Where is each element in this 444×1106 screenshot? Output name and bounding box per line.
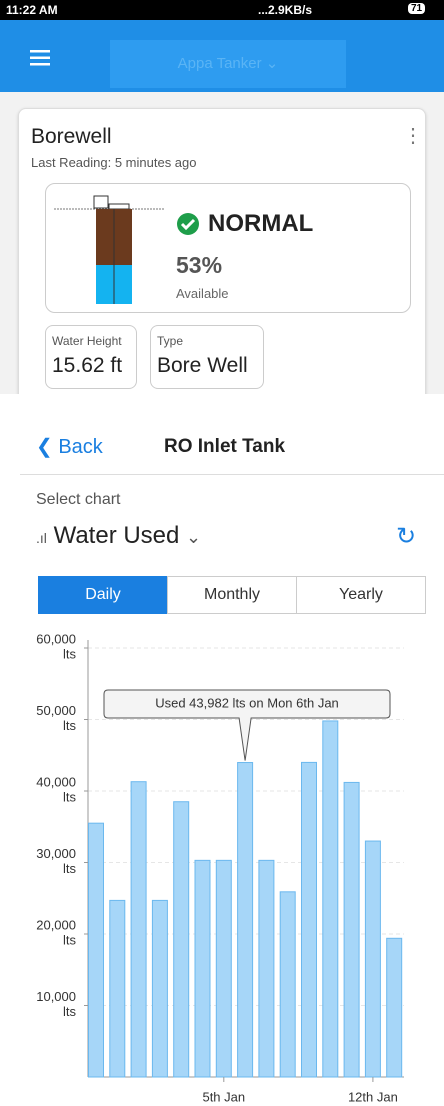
stat-value: 15.62 ft [52, 354, 122, 378]
y-unit: lts [63, 861, 77, 876]
chart-selector[interactable]: .ıl Water Used ⌄ [36, 522, 201, 550]
bar [152, 900, 167, 1077]
status-bar: 11:22 AM ...2.9KB/s 71 [0, 0, 444, 20]
bar [323, 721, 338, 1077]
status-panel: NORMAL 53% Available [45, 183, 411, 313]
stat-value: Bore Well [157, 354, 248, 378]
y-tick-label: 20,000 [36, 917, 76, 932]
bar [195, 860, 210, 1077]
x-tick-label: 5th Jan [202, 1089, 245, 1104]
selected-chart: Water Used [54, 522, 180, 549]
bar [131, 782, 146, 1077]
location: Appa Tanker [178, 55, 262, 72]
y-tick-label: 60,000 [36, 631, 76, 646]
app-bar: Appa Tanker ⌄ [0, 20, 444, 92]
refresh-button[interactable]: ↻ [396, 522, 416, 551]
tank-illustration [54, 192, 164, 304]
card-title: Borewell [31, 125, 112, 149]
y-unit: lts [63, 646, 77, 661]
y-unit: lts [63, 932, 77, 947]
y-tick-label: 40,000 [36, 774, 76, 789]
divider [20, 474, 444, 475]
bar [365, 841, 380, 1077]
percent: 53% [176, 252, 222, 279]
chart: 10,000lts20,000lts30,000lts40,000lts50,0… [0, 620, 444, 1106]
bar [89, 823, 104, 1077]
y-tick-label: 50,000 [36, 703, 76, 718]
select-label: Select chart [36, 491, 120, 509]
tab[interactable]: Daily [38, 576, 168, 614]
stat-label: Type [157, 334, 183, 348]
y-tick-label: 10,000 [36, 989, 76, 1004]
tab[interactable]: Monthly [167, 576, 297, 614]
stat-box: Type Bore Well [150, 325, 264, 389]
stat-box: Water Height 15.62 ft [45, 325, 137, 389]
tooltip-text: Used 43,982 lts on Mon 6th Jan [155, 695, 339, 710]
available-label: Available [176, 286, 229, 301]
back-button[interactable]: ❮ Back [36, 434, 103, 459]
more-icon[interactable]: ⋮ [403, 133, 423, 139]
status-icon [176, 212, 200, 236]
screen-title: RO Inlet Tank [164, 436, 285, 458]
bar [238, 763, 253, 1077]
time: 11:22 AM [6, 3, 58, 17]
page: 11:22 AM ...2.9KB/s 71 Appa Tanker ⌄ Bor… [0, 0, 444, 1106]
bar [280, 892, 295, 1077]
bar [174, 802, 189, 1077]
bar [216, 860, 231, 1077]
last-reading: Last Reading: 5 minutes ago [31, 155, 197, 170]
location-selector[interactable]: Appa Tanker ⌄ [110, 40, 346, 88]
y-unit: lts [63, 1004, 77, 1019]
y-unit: lts [63, 718, 77, 733]
bar [259, 860, 274, 1077]
battery: 71 [408, 3, 425, 14]
x-tick-label: 12th Jan [348, 1089, 398, 1104]
y-tick-label: 30,000 [36, 846, 76, 861]
network-speed: ...2.9KB/s [258, 3, 312, 17]
bar [387, 938, 402, 1077]
tab[interactable]: Yearly [296, 576, 426, 614]
menu-icon[interactable] [30, 50, 50, 66]
bar [110, 900, 125, 1077]
y-unit: lts [63, 789, 77, 804]
status: NORMAL [208, 210, 313, 238]
stat-label: Water Height [52, 334, 122, 348]
back-label: Back [58, 436, 102, 458]
bar [344, 782, 359, 1077]
borewell-card: Borewell Last Reading: 5 minutes ago ⋮ N… [18, 108, 426, 410]
bar [302, 762, 317, 1077]
